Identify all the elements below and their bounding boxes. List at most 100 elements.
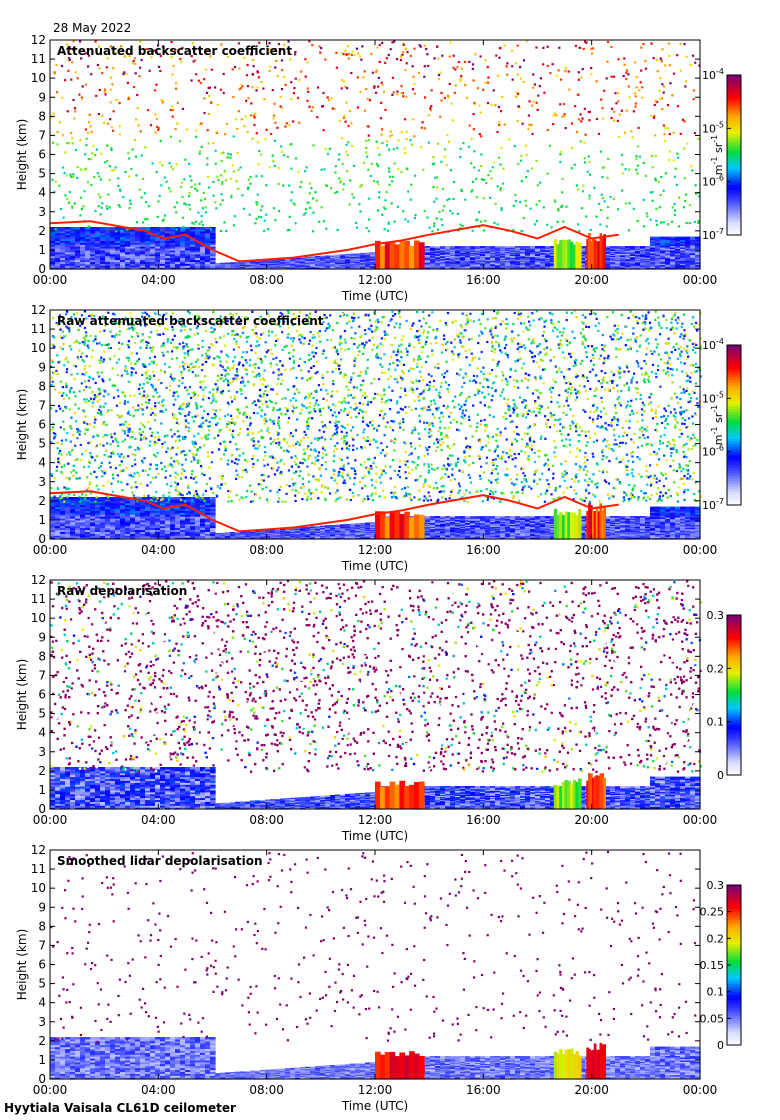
heatmap-cell — [395, 244, 401, 269]
heatmap-cell — [345, 54, 347, 56]
heatmap-cell — [330, 255, 336, 256]
heatmap-cell — [221, 183, 223, 185]
heatmap-cell — [669, 64, 671, 66]
heatmap-cell — [414, 175, 416, 177]
heatmap-cell — [77, 77, 79, 79]
heatmap-cell — [528, 124, 530, 126]
heatmap-cell — [104, 89, 106, 91]
heatmap-cell — [451, 102, 453, 104]
heatmap-cell — [522, 123, 524, 125]
heatmap-cell — [174, 206, 176, 208]
heatmap-cell — [145, 497, 151, 500]
colorbar-tick-exponent: -5 — [716, 120, 724, 129]
heatmap-cell — [377, 47, 379, 49]
heatmap-cell — [462, 225, 464, 227]
heatmap-cell — [232, 96, 234, 98]
heatmap-cell — [119, 133, 121, 135]
heatmap-cell — [388, 170, 390, 172]
heatmap-cell — [568, 89, 570, 91]
heatmap-cell — [618, 136, 620, 138]
heatmap-cell — [430, 246, 436, 248]
heatmap-cell — [238, 67, 240, 69]
heatmap-cell — [613, 76, 615, 78]
heatmap-cell — [72, 99, 74, 101]
heatmap-cell — [183, 178, 185, 180]
heatmap-cell — [208, 186, 210, 188]
heatmap-cell — [381, 214, 383, 216]
heatmap-cell — [663, 124, 665, 126]
heatmap-cell — [388, 167, 390, 169]
heatmap-cell — [111, 169, 113, 171]
heatmap-cell — [388, 149, 390, 151]
heatmap-cell — [128, 175, 130, 177]
heatmap-cell — [233, 224, 235, 226]
heatmap-cell — [492, 166, 494, 168]
heatmap-cell — [591, 52, 593, 54]
heatmap-cell — [515, 62, 517, 64]
heatmap-cell — [290, 168, 292, 170]
heatmap-cell — [455, 84, 457, 86]
heatmap-cell — [85, 128, 87, 130]
heatmap-cell — [315, 256, 321, 257]
heatmap-cell — [90, 497, 96, 500]
heatmap-cell — [171, 74, 173, 76]
heatmap-cell — [577, 94, 579, 96]
heatmap-cell — [410, 199, 412, 201]
heatmap-cell — [468, 61, 470, 63]
heatmap-cell — [443, 205, 445, 207]
heatmap-cell — [650, 191, 652, 193]
heatmap-cell — [348, 125, 350, 127]
heatmap-cell — [100, 207, 102, 209]
heatmap-cell — [288, 40, 290, 42]
heatmap-cell — [335, 165, 337, 167]
heatmap-cell — [674, 210, 676, 212]
heatmap-cell — [246, 74, 248, 76]
heatmap-cell — [558, 47, 560, 49]
heatmap-cell — [497, 131, 499, 133]
heatmap-cell — [460, 80, 462, 82]
heatmap-cell — [277, 75, 279, 77]
heatmap-cell — [343, 80, 345, 82]
heatmap-cell — [182, 108, 184, 110]
heatmap-cell — [454, 92, 456, 94]
heatmap-cell — [623, 75, 625, 77]
heatmap-cell — [464, 84, 466, 86]
heatmap-cell — [79, 40, 81, 42]
heatmap-cell — [250, 183, 252, 185]
heatmap-cell — [349, 179, 351, 181]
heatmap-cell — [589, 195, 591, 197]
colorbar-unit-part: m — [712, 165, 725, 176]
heatmap-cell — [321, 169, 323, 171]
heatmap-cell — [100, 178, 102, 180]
panel-2: 012345678910111200:00 04:00 08:00 12:00 16:0… — [15, 303, 741, 573]
heatmap-cell — [557, 221, 559, 223]
heatmap-cell — [559, 161, 561, 163]
heatmap-cell — [181, 196, 183, 198]
heatmap-cell — [365, 88, 367, 90]
heatmap-cell — [438, 74, 440, 76]
heatmap-cell — [630, 130, 632, 132]
heatmap-cell — [109, 179, 111, 181]
heatmap-cell — [563, 115, 565, 117]
heatmap-cell — [343, 117, 345, 119]
heatmap-cell — [543, 92, 545, 94]
heatmap-cell — [263, 230, 265, 232]
heatmap-cell — [80, 169, 82, 171]
heatmap-cell — [144, 218, 146, 220]
heatmap-cell — [224, 171, 226, 173]
heatmap-cell — [71, 137, 73, 139]
heatmap-cell — [148, 205, 150, 207]
heatmap-cell — [588, 119, 590, 121]
heatmap-cell — [274, 140, 276, 142]
heatmap-cell — [376, 163, 378, 165]
heatmap-cell — [520, 77, 522, 79]
heatmap-cell — [345, 102, 347, 104]
heatmap-cell — [525, 246, 531, 248]
heatmap-cell — [170, 227, 176, 230]
heatmap-cell — [668, 43, 670, 45]
heatmap-cell — [487, 77, 489, 79]
heatmap-cell — [356, 48, 358, 50]
heatmap-cell — [583, 142, 585, 144]
heatmap-cell — [363, 162, 365, 164]
heatmap-cell — [478, 104, 480, 106]
